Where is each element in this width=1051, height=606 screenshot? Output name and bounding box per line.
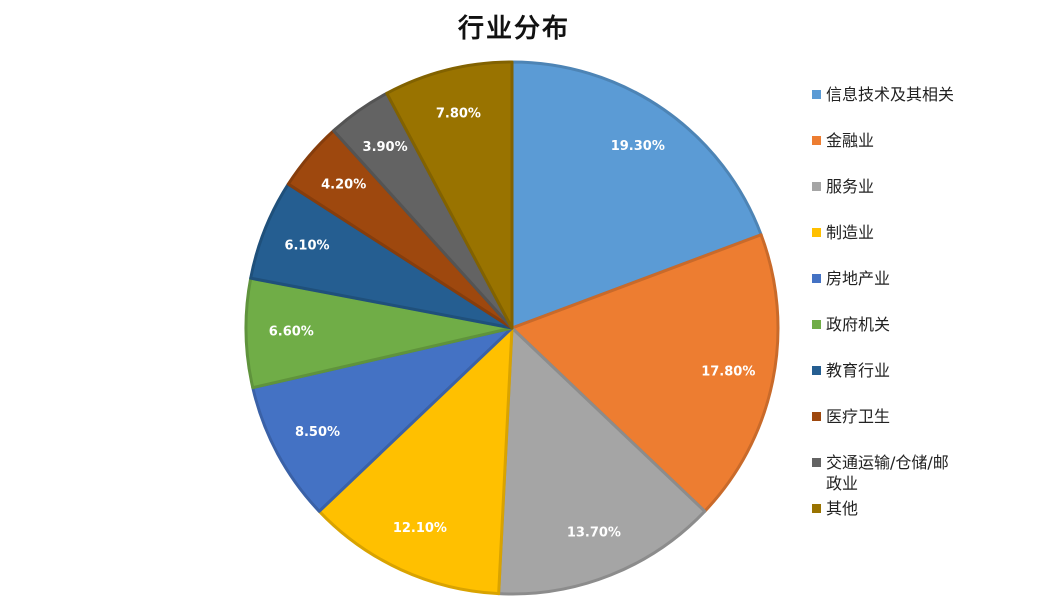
legend-label: 房地产业: [826, 269, 891, 288]
legend-swatch: [812, 136, 821, 145]
pie-slice: [317, 326, 514, 596]
legend-swatch: [812, 274, 821, 283]
legend-item: 制造业: [812, 222, 956, 243]
pie-slice: [510, 60, 763, 330]
legend-swatch: [812, 366, 821, 375]
legend-label: 政府机关: [826, 315, 891, 334]
legend-swatch: [812, 320, 821, 329]
legend-swatch: [812, 458, 821, 467]
data-label: 3.90%: [363, 140, 408, 155]
legend-item: 医疗卫生: [812, 406, 956, 427]
data-label: 19.30%: [611, 139, 665, 154]
data-label: 12.10%: [393, 521, 447, 536]
data-label: 4.20%: [321, 178, 366, 193]
legend-item: 其他: [812, 498, 956, 519]
data-label: 6.10%: [284, 239, 329, 254]
legend-swatch: [812, 90, 821, 99]
legend-item: 金融业: [812, 130, 956, 151]
chart-title: 行业分布: [457, 14, 570, 44]
legend-item: 服务业: [812, 176, 956, 197]
legend-item: 教育行业: [812, 360, 956, 381]
legend-label: 教育行业: [826, 361, 891, 380]
data-label: 8.50%: [295, 425, 340, 440]
legend-label: 制造业: [826, 223, 875, 242]
legend-swatch: [812, 412, 821, 421]
legend-item: 信息技术及其相关: [812, 84, 956, 105]
pie-slice: [510, 233, 780, 513]
pie-slice: [385, 60, 514, 330]
legend-label: 交通运输/仓储/邮政业: [826, 453, 949, 493]
legend-swatch: [812, 504, 821, 513]
legend-item: 政府机关: [812, 314, 956, 335]
legend-label: 金融业: [826, 131, 875, 150]
legend-item: 房地产业: [812, 268, 956, 289]
data-label: 17.80%: [701, 365, 755, 380]
data-label: 6.60%: [269, 325, 314, 340]
legend-label: 服务业: [826, 177, 875, 196]
legend-label: 信息技术及其相关: [826, 85, 955, 104]
data-label: 7.80%: [436, 106, 481, 121]
pie-slice: [244, 276, 514, 390]
pie-slice: [497, 326, 707, 596]
data-label: 13.70%: [567, 526, 621, 541]
legend-label: 医疗卫生: [826, 407, 891, 426]
legend-item: 交通运输/仓储/邮政业: [812, 452, 956, 494]
legend-label: 其他: [826, 499, 859, 518]
legend-swatch: [812, 228, 821, 237]
legend-swatch: [812, 182, 821, 191]
